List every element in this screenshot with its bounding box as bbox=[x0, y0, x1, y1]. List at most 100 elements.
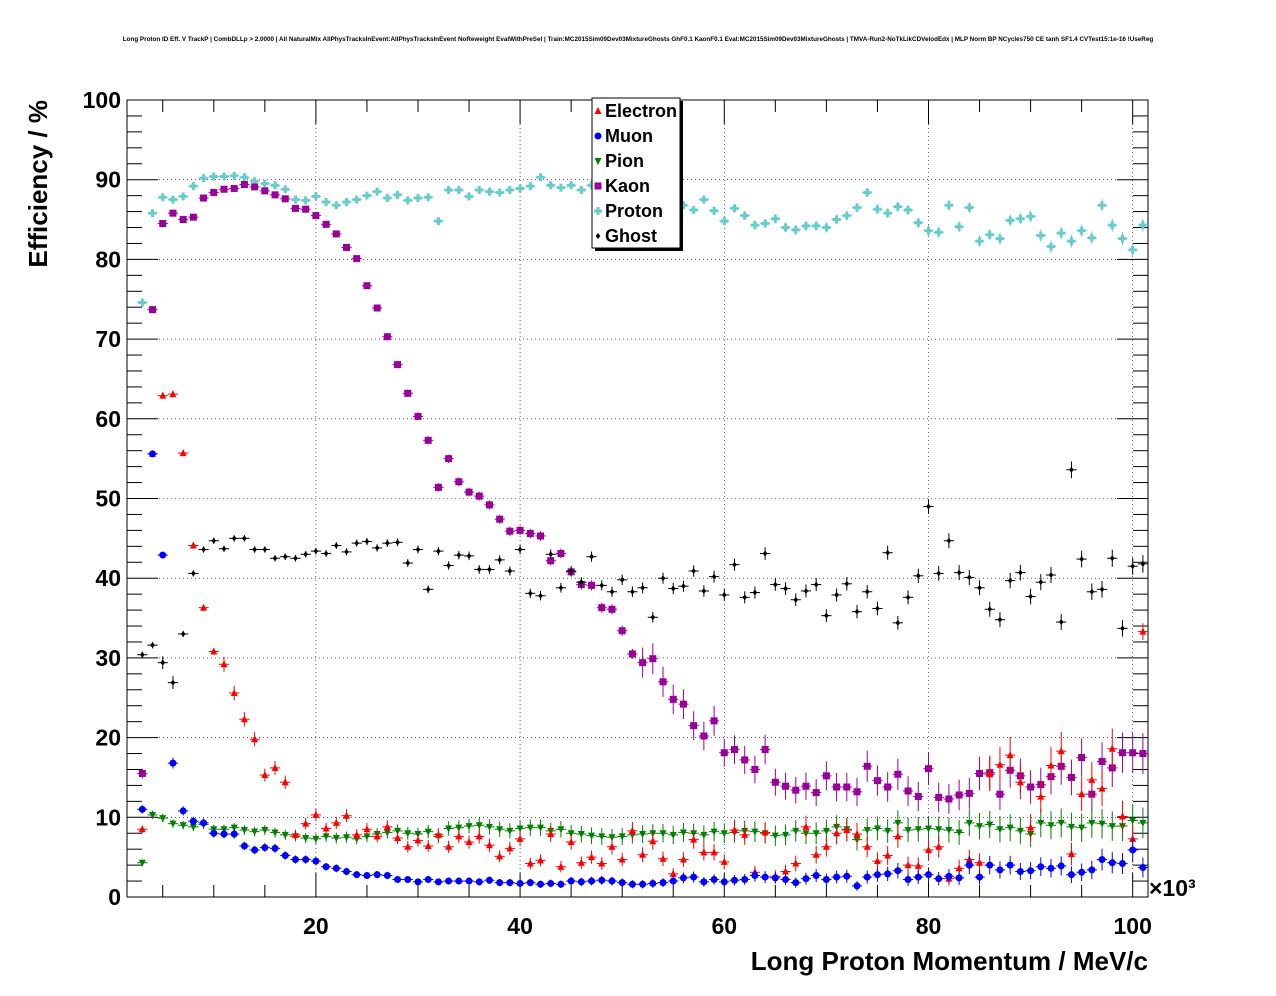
data-point bbox=[138, 298, 147, 307]
data-point bbox=[413, 194, 422, 203]
data-point bbox=[302, 205, 310, 213]
data-point bbox=[445, 842, 453, 850]
data-point bbox=[822, 772, 830, 780]
data-point bbox=[945, 795, 953, 803]
data-point bbox=[568, 568, 574, 575]
y-tick-label: 30 bbox=[95, 645, 121, 671]
legend-box bbox=[591, 97, 681, 249]
data-point bbox=[1089, 588, 1095, 595]
data-point bbox=[444, 186, 453, 195]
data-point bbox=[965, 203, 974, 212]
data-point bbox=[639, 880, 647, 888]
data-point bbox=[424, 436, 432, 444]
data-point bbox=[169, 390, 177, 398]
data-point bbox=[312, 212, 320, 220]
data-point bbox=[332, 818, 340, 826]
data-point bbox=[843, 826, 851, 834]
data-point bbox=[527, 590, 533, 597]
data-point bbox=[894, 867, 902, 875]
data-point bbox=[537, 824, 545, 832]
data-point bbox=[956, 569, 962, 576]
data-point bbox=[1078, 790, 1086, 798]
data-point bbox=[364, 538, 370, 545]
data-point bbox=[844, 580, 850, 587]
data-point bbox=[547, 879, 555, 887]
data-point bbox=[516, 879, 524, 887]
data-point bbox=[813, 581, 819, 588]
data-point bbox=[536, 173, 545, 182]
data-point bbox=[751, 828, 759, 836]
data-point bbox=[833, 829, 841, 837]
data-point bbox=[363, 282, 371, 290]
data-point bbox=[567, 877, 575, 885]
data-point bbox=[250, 177, 259, 186]
data-point bbox=[476, 566, 482, 573]
data-point bbox=[516, 825, 524, 833]
data-point bbox=[965, 789, 973, 797]
data-point bbox=[363, 833, 371, 841]
data-point bbox=[905, 594, 911, 601]
data-point bbox=[323, 550, 329, 557]
data-point bbox=[863, 188, 872, 197]
data-point bbox=[526, 824, 534, 832]
data-point bbox=[782, 831, 790, 839]
data-point bbox=[362, 191, 371, 200]
data-point bbox=[1037, 819, 1045, 827]
data-point bbox=[485, 501, 493, 509]
data-point bbox=[556, 183, 565, 192]
data-point bbox=[793, 596, 799, 603]
data-point bbox=[976, 769, 984, 777]
data-point bbox=[904, 787, 912, 795]
data-point bbox=[608, 605, 616, 613]
data-point bbox=[792, 879, 800, 887]
data-point bbox=[986, 861, 994, 869]
data-point bbox=[834, 591, 839, 598]
data-point bbox=[915, 572, 921, 579]
data-point bbox=[567, 838, 575, 846]
data-point bbox=[659, 830, 667, 838]
data-point bbox=[526, 859, 534, 867]
data-point bbox=[955, 829, 963, 837]
series-proton bbox=[137, 171, 1148, 307]
data-point bbox=[679, 855, 687, 863]
data-point bbox=[679, 874, 687, 882]
legend: Electron Muon Pion Kaon Proton Ghost bbox=[591, 97, 683, 251]
data-point bbox=[261, 187, 269, 195]
data-point bbox=[792, 786, 800, 794]
data-point bbox=[761, 873, 769, 881]
data-point bbox=[619, 576, 625, 583]
data-point bbox=[690, 722, 698, 730]
data-point bbox=[875, 605, 880, 612]
data-point bbox=[322, 863, 330, 871]
data-point bbox=[1088, 819, 1096, 827]
data-point bbox=[189, 541, 197, 549]
series-muon bbox=[137, 450, 1148, 891]
y-tick-label: 70 bbox=[95, 326, 121, 352]
x-axis-title: Long Proton Momentum / MeV/c bbox=[751, 946, 1148, 976]
data-point bbox=[773, 581, 778, 588]
data-point bbox=[557, 549, 565, 557]
data-point bbox=[599, 582, 605, 589]
data-point bbox=[505, 186, 514, 195]
data-point bbox=[210, 647, 218, 655]
data-point bbox=[271, 829, 279, 837]
data-point bbox=[455, 478, 463, 486]
data-point bbox=[659, 678, 667, 686]
data-point bbox=[1118, 812, 1126, 820]
data-point bbox=[721, 591, 727, 598]
data-point bbox=[353, 830, 361, 838]
series-ghost bbox=[137, 461, 1148, 689]
data-point bbox=[650, 614, 656, 621]
data-point bbox=[506, 827, 514, 835]
data-point bbox=[271, 763, 279, 771]
data-point bbox=[221, 545, 227, 552]
data-point bbox=[986, 821, 994, 829]
data-point bbox=[730, 876, 738, 884]
series-kaon bbox=[137, 180, 1148, 814]
data-point bbox=[209, 172, 218, 181]
data-point bbox=[322, 220, 330, 228]
data-point bbox=[240, 173, 249, 182]
data-point bbox=[681, 583, 686, 590]
data-point bbox=[965, 861, 973, 869]
data-point bbox=[976, 823, 984, 831]
